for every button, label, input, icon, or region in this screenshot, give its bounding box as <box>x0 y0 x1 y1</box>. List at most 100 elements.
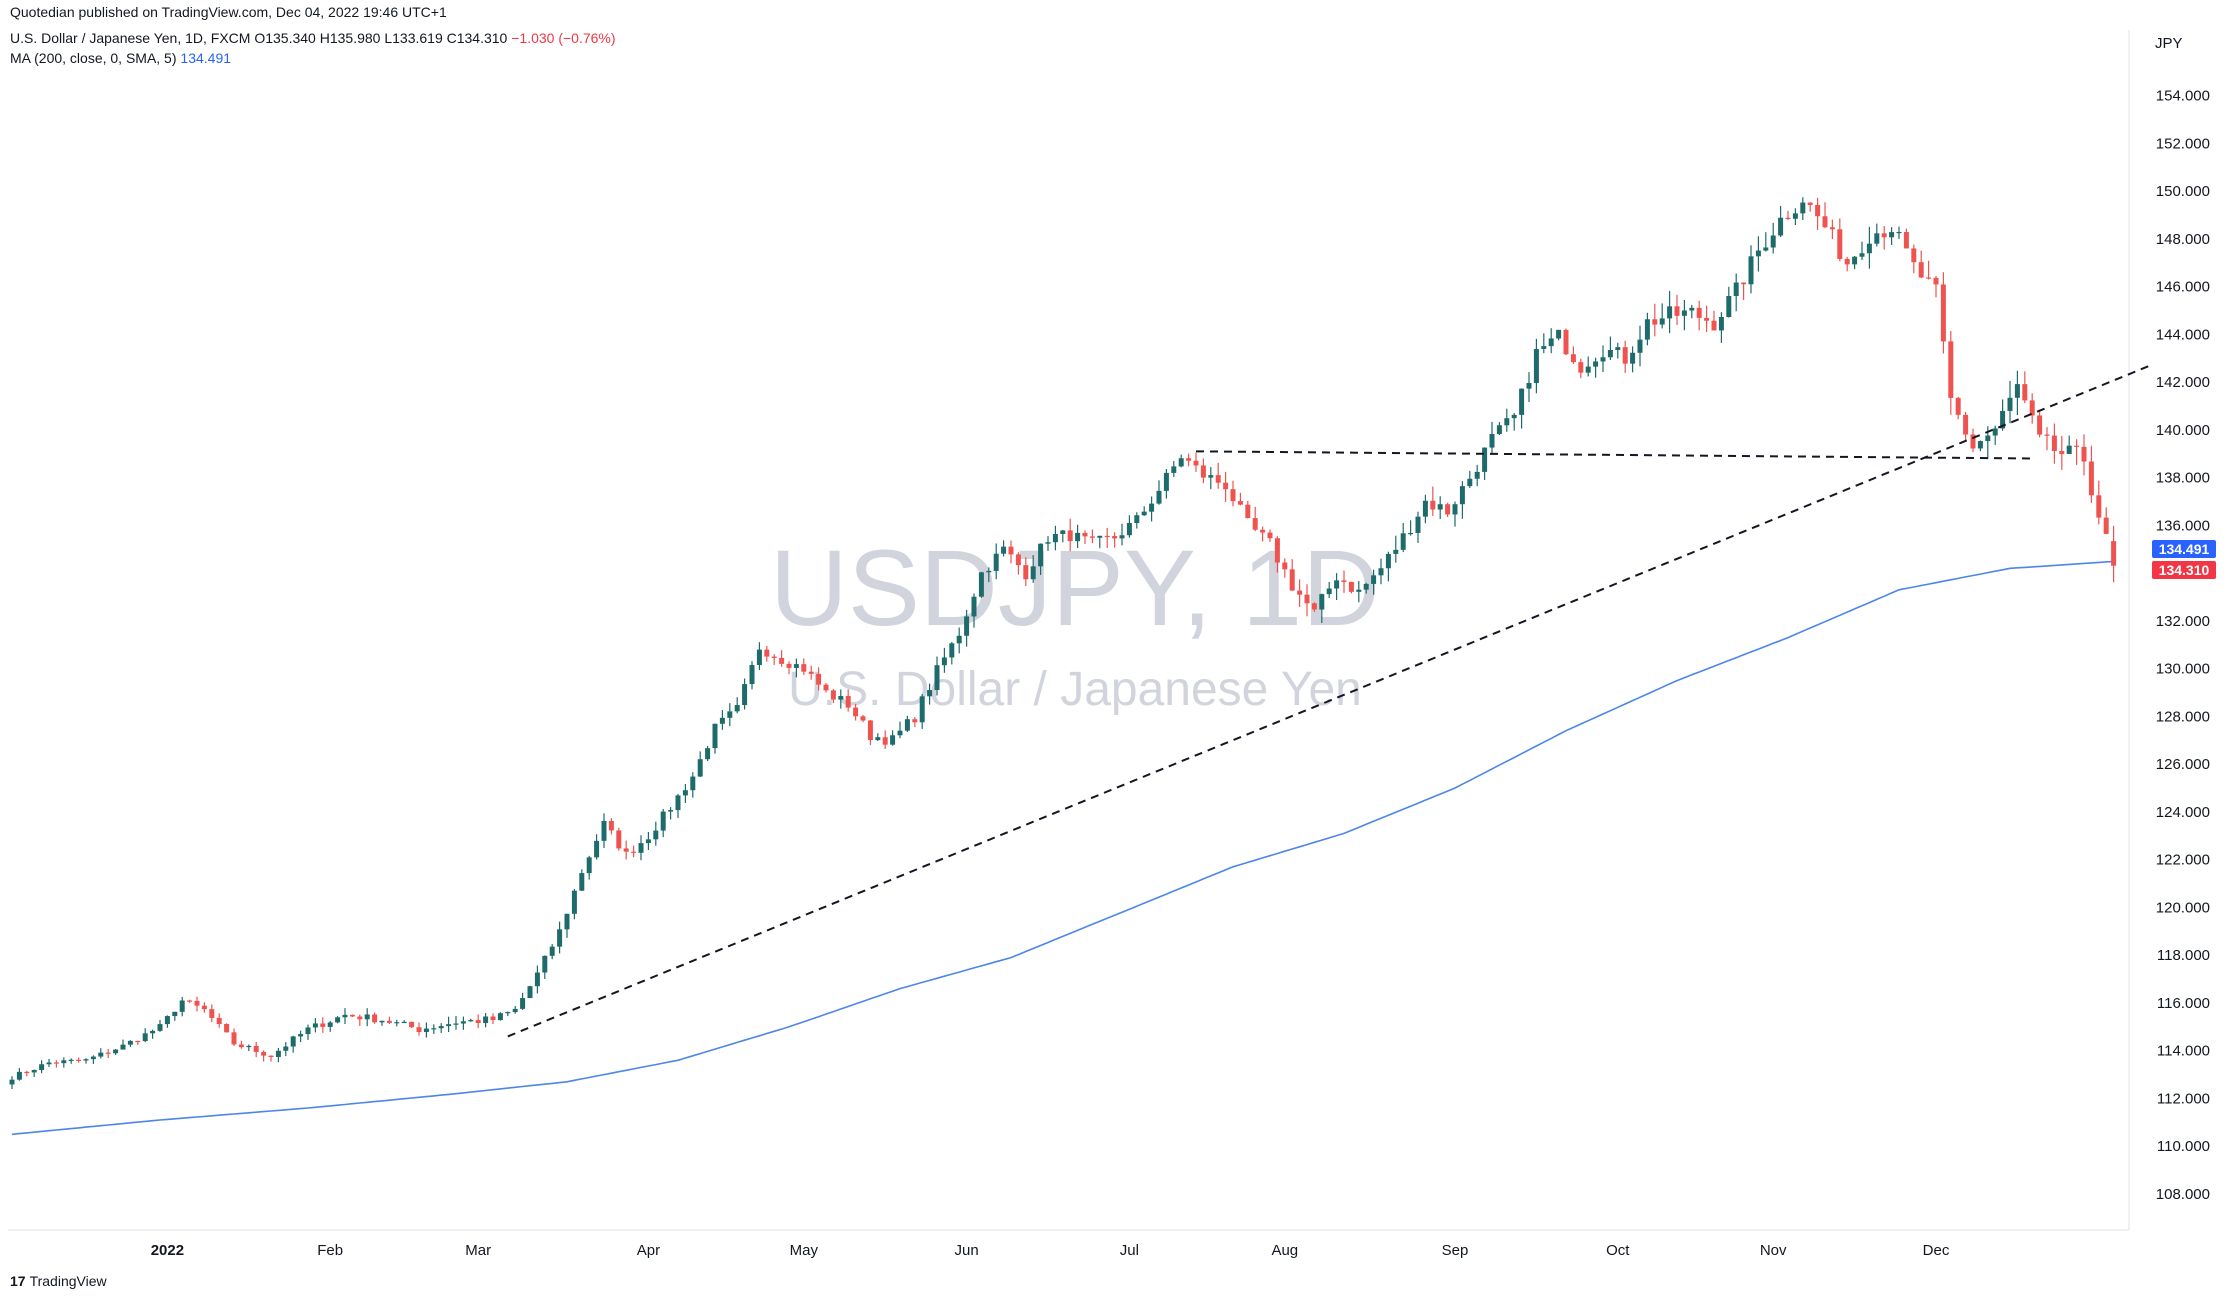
candle-body <box>1089 536 1095 538</box>
candle-body <box>150 1030 156 1034</box>
candle-body <box>349 1014 355 1017</box>
candle <box>431 1024 437 1034</box>
candle <box>1622 340 1628 373</box>
candle-body <box>816 673 822 685</box>
candle <box>490 1013 496 1025</box>
y-tick-label: 126.000 <box>2156 756 2210 773</box>
price-tags: 134.491 134.310 <box>2152 540 2216 579</box>
candle <box>231 1028 237 1046</box>
symbol-legend[interactable]: U.S. Dollar / Japanese Yen, 1D, FXCM O13… <box>10 30 616 46</box>
candle-body <box>571 890 577 914</box>
candle <box>1541 333 1547 354</box>
ma-200-line <box>11 560 2114 1136</box>
candle-body <box>1496 425 1502 435</box>
time-axis[interactable]: 2022 Feb Mar Apr May Jun Jul Aug Sep Oct Nov Dec <box>151 1242 1950 1259</box>
candle-body <box>638 843 644 853</box>
candle <box>1067 518 1073 552</box>
candle <box>1837 218 1843 262</box>
candle <box>838 689 844 709</box>
candle <box>1667 290 1673 334</box>
candle <box>1112 532 1118 548</box>
candle-body <box>1289 569 1295 591</box>
candle-body <box>682 790 688 796</box>
candle-body <box>2111 541 2117 566</box>
candle <box>1408 520 1414 536</box>
tradingview-brand[interactable]: 17 TradingView <box>10 1273 107 1289</box>
candle <box>1134 512 1140 529</box>
price-tag-bg <box>2152 540 2216 558</box>
candle <box>1430 486 1436 516</box>
candle-body <box>949 643 955 658</box>
candle <box>1422 494 1428 524</box>
candle <box>786 661 792 675</box>
y-tick-label: 132.000 <box>2156 613 2210 630</box>
candle-body <box>1541 346 1547 349</box>
candle-body <box>527 986 533 999</box>
candle-body <box>39 1064 45 1070</box>
candle-body <box>1437 504 1443 510</box>
trendline[interactable] <box>507 364 2151 1038</box>
candle-body <box>31 1069 37 1073</box>
candle-body <box>1260 529 1266 533</box>
ma-legend[interactable]: MA (200, close, 0, SMA, 5) 134.491 <box>10 50 231 66</box>
candle-body <box>756 649 762 665</box>
candle-body <box>431 1028 437 1030</box>
candle <box>409 1021 415 1028</box>
candle <box>1526 372 1532 403</box>
candle <box>1674 294 1680 325</box>
candle-body <box>941 657 947 666</box>
candle <box>90 1055 96 1064</box>
candle <box>446 1016 452 1033</box>
price-axis[interactable]: JPY 108.000 110.000 112.000 114.000 116.000 1… <box>2155 35 2210 1203</box>
candle <box>1807 202 1813 212</box>
candle <box>1852 255 1858 270</box>
y-tick-label: 152.000 <box>2156 135 2210 152</box>
candle <box>1733 273 1739 312</box>
candle-body <box>616 830 622 849</box>
candle <box>1955 396 1961 420</box>
candle-body <box>446 1024 452 1027</box>
candle-body <box>1511 414 1517 419</box>
candle-body <box>46 1062 52 1065</box>
candle <box>372 1012 378 1024</box>
candle <box>1963 411 1969 442</box>
candle-body <box>897 730 903 736</box>
x-tick-label: 2022 <box>151 1242 184 1259</box>
candle-body <box>1563 329 1569 355</box>
candle-body <box>253 1045 259 1052</box>
candle-body <box>1015 554 1021 566</box>
trendline[interactable] <box>1195 450 2033 460</box>
candle <box>1385 551 1391 582</box>
candle <box>2066 435 2072 455</box>
candle <box>1156 480 1162 505</box>
candle <box>1859 241 1865 260</box>
x-tick-label: Nov <box>1760 1242 1787 1259</box>
candle <box>172 1011 178 1021</box>
candle-body <box>238 1044 244 1048</box>
candle <box>1356 581 1362 603</box>
candle <box>727 703 733 727</box>
candle <box>53 1060 59 1068</box>
candle-body <box>1711 320 1717 331</box>
candle-body <box>845 696 851 708</box>
candle <box>978 571 984 598</box>
candle-body <box>1178 458 1184 467</box>
candle <box>764 645 770 662</box>
candle <box>1644 312 1650 346</box>
candle-body <box>423 1028 429 1033</box>
candle <box>1511 412 1517 431</box>
candle-body <box>312 1023 318 1028</box>
candle-body <box>668 810 674 812</box>
candle-body <box>512 1008 518 1013</box>
candle <box>2037 410 2043 438</box>
candle <box>1881 225 1887 250</box>
candle-body <box>164 1016 170 1025</box>
candle <box>39 1060 45 1074</box>
candle <box>1023 557 1029 587</box>
candle <box>1297 579 1303 607</box>
ohlc-values: O135.340 H135.980 L133.619 C134.310 <box>254 30 508 46</box>
candle <box>867 719 873 746</box>
candle <box>1482 447 1488 480</box>
candle <box>1474 464 1480 487</box>
